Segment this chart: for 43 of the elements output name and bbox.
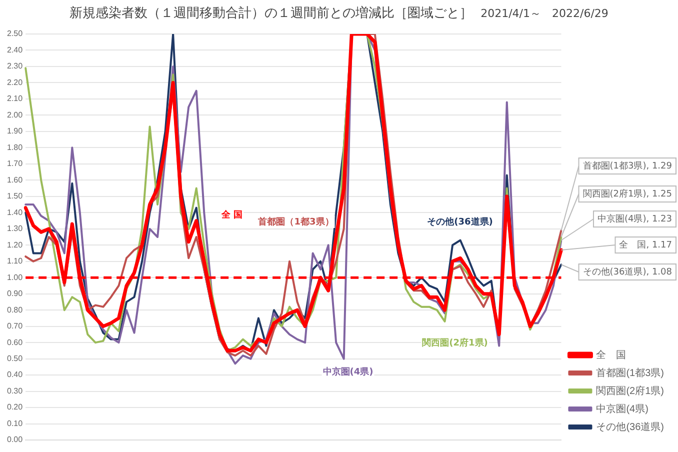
y-tick-label: 0.40 bbox=[6, 370, 24, 380]
annotation: 中京圏(4県) bbox=[322, 366, 374, 378]
annotation: 関西圏(2府1県) bbox=[422, 337, 488, 348]
annotation: その他(36道県) bbox=[427, 216, 493, 228]
y-tick-label: 1.40 bbox=[6, 208, 24, 217]
data-label: その他(36道県), 1.08 bbox=[582, 266, 672, 278]
y-tick-label: 2.10 bbox=[6, 94, 24, 104]
y-tick-label: 1.70 bbox=[6, 159, 24, 168]
chart-title: 新規感染者数（１週間移動合計）の１週間前との増減比［圏域ごと］ bbox=[70, 6, 473, 21]
data-label: 首都圏(1都3県), 1.29 bbox=[582, 160, 672, 172]
y-tick-label: 0.70 bbox=[6, 322, 24, 331]
y-tick-label: 1.60 bbox=[6, 175, 24, 184]
y-tick-label: 1.10 bbox=[6, 256, 24, 266]
y-tick-label: 0.80 bbox=[6, 305, 24, 314]
legend-label: その他(36道県) bbox=[596, 420, 664, 433]
y-tick-label: 1.20 bbox=[6, 240, 24, 250]
annotation: 全 国 bbox=[220, 209, 243, 220]
y-tick-label: 1.50 bbox=[6, 192, 24, 201]
y-tick-label: 0.20 bbox=[6, 402, 24, 412]
y-tick-label: 0.30 bbox=[6, 386, 24, 396]
y-tick-label: 0.10 bbox=[6, 418, 24, 428]
data-label: 全 国, 1.17 bbox=[619, 239, 672, 250]
y-tick-label: 2.20 bbox=[6, 78, 24, 87]
legend-label: 中京圏(4県) bbox=[596, 402, 648, 415]
y-tick-label: 0.50 bbox=[6, 354, 24, 364]
annotation: 首都圏（1都3県） bbox=[257, 216, 334, 228]
y-tick-label: 1.80 bbox=[6, 142, 24, 152]
y-tick-label: 0.60 bbox=[6, 338, 24, 347]
y-tick-label: 0.00 bbox=[6, 435, 24, 444]
chart-subtitle: 2021/4/1～ 2022/6/29 bbox=[480, 7, 608, 20]
data-label: 中京圏(4県), 1.23 bbox=[597, 213, 672, 224]
y-tick-label: 1.30 bbox=[6, 224, 24, 234]
y-tick-label: 2.30 bbox=[6, 62, 24, 71]
y-tick-label: 0.90 bbox=[6, 289, 24, 298]
data-label: 関西圏(2府1県), 1.25 bbox=[582, 188, 672, 200]
y-tick-label: 2.40 bbox=[6, 45, 24, 54]
y-tick-label: 1.90 bbox=[6, 126, 24, 136]
legend-label: 全 国 bbox=[596, 348, 626, 361]
y-tick-label: 2.00 bbox=[6, 110, 24, 120]
legend-label: 関西圏(2府1県) bbox=[596, 384, 664, 397]
y-tick-label: 1.00 bbox=[6, 272, 24, 282]
legend-label: 首都圏(1都3県) bbox=[596, 366, 664, 379]
y-tick-label: 2.50 bbox=[6, 29, 24, 38]
